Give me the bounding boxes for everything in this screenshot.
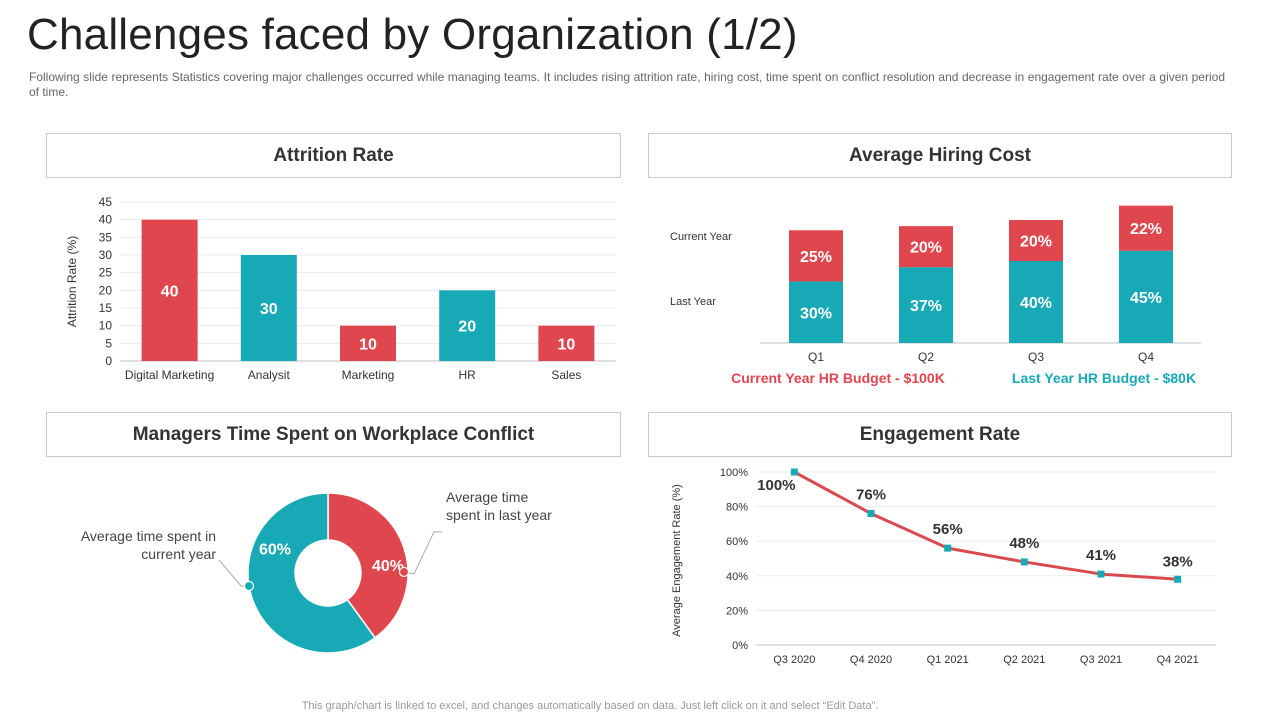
row-label-last-year: Last Year: [670, 296, 716, 308]
bar-sales: [538, 325, 595, 361]
y-tick-label: 40%: [726, 571, 748, 583]
bar-value-label: 20: [458, 319, 476, 336]
data-point-marker: [867, 510, 875, 518]
y-tick-label: 30: [99, 248, 113, 262]
hiring-panel-title: Average Hiring Cost: [648, 133, 1232, 178]
x-tick-label: Q3: [1028, 350, 1044, 364]
annotation-text: Average time spent in: [81, 528, 216, 544]
page-title: Challenges faced by Organization (1/2): [27, 10, 798, 59]
x-tick-label: Digital Marketing: [125, 368, 214, 382]
x-tick-label: Q4: [1138, 350, 1154, 364]
y-tick-label: 100%: [720, 467, 748, 479]
x-tick-label: Q4 2020: [850, 654, 892, 666]
x-tick-label: HR: [459, 368, 477, 382]
y-tick-label: 0: [105, 354, 112, 368]
x-tick-label: Q1: [808, 350, 824, 364]
y-axis-label: Attrition Rate (%): [65, 236, 79, 327]
x-tick-label: Q3 2021: [1080, 654, 1122, 666]
y-tick-label: 45: [99, 195, 113, 209]
bar-value-label: 20%: [910, 240, 942, 257]
y-tick-label: 5: [105, 336, 112, 350]
bar-value-label: 40: [161, 283, 179, 300]
bar-value-label: 25%: [800, 249, 832, 266]
engagement-panel-title: Engagement Rate: [648, 412, 1232, 457]
workplace-conflict-donut-chart: 40% 60% Average time spent in last year Aver…: [81, 489, 552, 654]
page-subtitle: Following slide represents Statistics co…: [29, 70, 1225, 99]
current-year-bar-q1: [789, 230, 843, 282]
y-tick-label: 80%: [726, 502, 748, 514]
bar-value-label: 45%: [1130, 290, 1162, 307]
last-year-bar-q1: [789, 281, 843, 343]
y-tick-label: 15: [99, 301, 113, 315]
x-tick-label: Marketing: [342, 368, 395, 382]
row-label-current-year: Current Year: [670, 231, 732, 243]
y-tick-label: 20%: [726, 605, 748, 617]
current-year-bar-q2: [899, 226, 953, 268]
annotation-text: current year: [141, 546, 216, 562]
data-point-marker: [1097, 570, 1105, 578]
footer-note: This graph/chart is linked to excel, and…: [301, 700, 879, 712]
bar-marketing: [340, 325, 396, 361]
current-year-budget-label: Current Year HR Budget - $100K: [731, 370, 945, 386]
data-point-label: 56%: [933, 521, 963, 538]
x-tick-label: Analysit: [248, 368, 291, 382]
bar-value-label: 10: [359, 336, 377, 353]
x-tick-label: Q2 2021: [1003, 654, 1045, 666]
y-tick-label: 60%: [726, 536, 748, 548]
y-tick-label: 25: [99, 266, 113, 280]
data-point-marker: [944, 544, 952, 552]
x-tick-label: Sales: [551, 368, 581, 382]
x-tick-label: Q1 2021: [927, 654, 969, 666]
last-year-bar-q4: [1119, 250, 1173, 343]
data-point-label: 76%: [856, 487, 886, 504]
annotation-leader-line: [218, 559, 249, 587]
x-tick-label: Q3 2020: [773, 654, 815, 666]
bar-value-label: 30%: [800, 305, 832, 322]
annotation-text: spent in last year: [446, 507, 552, 523]
bar-hr: [439, 290, 496, 361]
slice-value-label: 40%: [372, 558, 404, 575]
annotation-marker: [243, 580, 255, 592]
average-hiring-cost-chart: Current Year Last Year 30% 25% Q1 37% 20% Q2 40%…: [670, 205, 1201, 386]
donut-slice-last-year: [327, 492, 409, 639]
engagement-rate-chart: 0% 20% 40% 60% 80% 100% Average Engagement Rat…: [671, 467, 1216, 666]
y-tick-label: 0%: [732, 640, 748, 652]
data-point-marker: [790, 468, 798, 476]
bar-value-label: 30: [260, 301, 278, 318]
bar-analysit: [240, 255, 297, 361]
x-tick-label: Q4 2021: [1157, 654, 1199, 666]
last-year-bar-q3: [1009, 261, 1063, 343]
y-axis-label: Average Engagement Rate (%): [671, 484, 683, 637]
data-point-label: 41%: [1086, 547, 1116, 564]
donut-slice-current-year: [247, 492, 377, 654]
y-tick-label: 40: [99, 213, 113, 227]
current-year-bar-q4: [1119, 205, 1173, 251]
attrition-rate-chart: 0 5 10 15 20 25 30 35 40 45 Attrition Rate (%) 40 Di…: [65, 195, 616, 382]
annotation-text: Average time: [446, 489, 528, 505]
data-point-label: 48%: [1009, 535, 1039, 552]
annotation-marker: [398, 566, 410, 578]
conflict-panel-title: Managers Time Spent on Workplace Conflic…: [46, 412, 621, 457]
data-point-label: 38%: [1163, 553, 1193, 570]
attrition-panel-title: Attrition Rate: [46, 133, 621, 178]
engagement-series-line: [793, 470, 1178, 581]
bar-value-label: 10: [558, 336, 576, 353]
bar-value-label: 22%: [1130, 221, 1162, 238]
bar-value-label: 40%: [1020, 295, 1052, 312]
data-point-marker: [1020, 558, 1028, 566]
y-tick-label: 10: [99, 319, 113, 333]
last-year-bar-q2: [899, 267, 953, 343]
data-point-label: 100%: [757, 477, 795, 494]
y-tick-label: 20: [99, 283, 113, 297]
last-year-budget-label: Last Year HR Budget - $80K: [1012, 370, 1196, 386]
bar-value-label: 20%: [1020, 234, 1052, 251]
x-tick-label: Q2: [918, 350, 934, 364]
y-tick-label: 35: [99, 230, 113, 244]
slice-value-label: 60%: [259, 541, 291, 558]
current-year-bar-q3: [1009, 220, 1063, 261]
bar-value-label: 37%: [910, 298, 942, 315]
annotation-leader-line: [403, 531, 442, 575]
data-point-marker: [1174, 575, 1182, 583]
bar-digital-marketing: [141, 219, 198, 361]
